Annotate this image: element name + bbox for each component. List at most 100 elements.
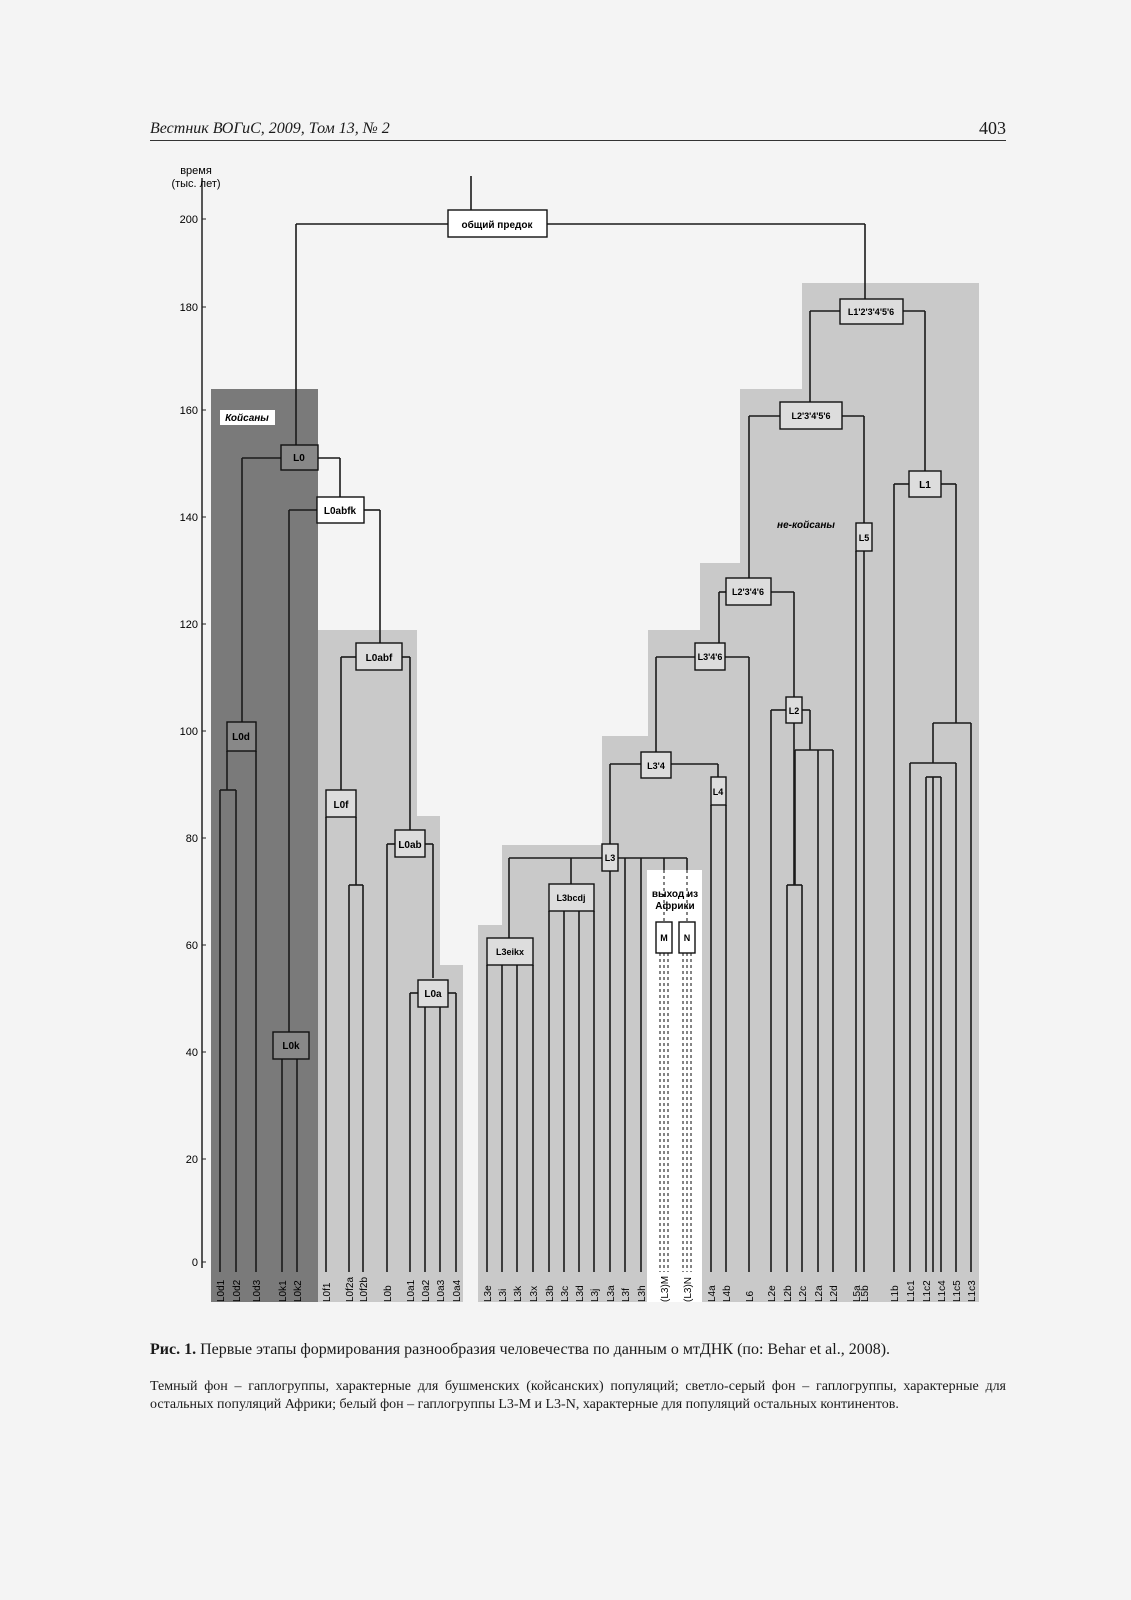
leaf-label: L3a xyxy=(606,1285,617,1302)
node-label: общий предок xyxy=(462,219,534,231)
y-axis-unit: (тыс. лет) xyxy=(171,178,220,190)
leaf-label: L2b xyxy=(783,1285,794,1302)
node-label: L1'2'3'4'5'6 xyxy=(848,307,894,317)
node-L0abf: L0abf xyxy=(355,642,403,671)
leaf-label: L1c3 xyxy=(967,1280,978,1302)
leaf-labels: L0d1 L0d2 L0d3 L0k1 L0k2 L0f1 L0f2a L0f2b L0b L0a… xyxy=(216,1276,978,1302)
journal-title: Вестник ВОГиС, 2009, Том 13, № 2 xyxy=(150,120,390,137)
node-L3-4: L3'4 xyxy=(640,751,672,779)
caption-label: Рис. 1. xyxy=(150,1341,197,1358)
leaf-label: L2d xyxy=(829,1285,840,1302)
running-header: Вестник ВОГиС, 2009, Том 13, № 2 403 xyxy=(150,118,1006,141)
leaf-label: L5b xyxy=(860,1285,871,1302)
leaf-label: L0a4 xyxy=(452,1279,463,1302)
region-labels: Койсаны не-койсаны выход из Африки xyxy=(220,410,835,912)
leaf-label: L3j xyxy=(590,1289,601,1302)
leaf-label: L0b xyxy=(383,1285,394,1302)
mtdna-tree-figure: время (тыс. лет) 20018016014012010080604… xyxy=(171,165,979,1302)
node-label: M xyxy=(660,933,668,943)
leaf-label: L0d3 xyxy=(252,1279,263,1302)
leaf-label: L0d1 xyxy=(216,1279,227,1302)
node-common-ancestor: общий предок xyxy=(447,209,548,238)
node-label: N xyxy=(684,933,691,943)
leaf-label: L3e xyxy=(483,1285,494,1302)
leaf-label: L6 xyxy=(745,1290,756,1302)
node-label: L0ab xyxy=(398,840,421,851)
node-label: L3'4 xyxy=(647,761,665,771)
node-label: L0k xyxy=(282,1041,300,1052)
node-L3-4-6: L3'4'6 xyxy=(694,642,726,671)
node-L0a: L0a xyxy=(417,979,449,1008)
y-tick-label: 80 xyxy=(186,833,198,845)
node-L1: L1 xyxy=(908,470,942,498)
node-M: M xyxy=(655,921,673,954)
leaf-label: L3x xyxy=(529,1286,540,1302)
node-label: L0a xyxy=(424,989,442,1000)
node-L0: L0 xyxy=(280,444,319,471)
leaf-label: L1c5 xyxy=(952,1280,963,1302)
node-L1-6: L1'2'3'4'5'6 xyxy=(839,298,904,325)
node-label: L2'3'4'6 xyxy=(732,587,764,597)
y-tick-label: 120 xyxy=(180,619,198,631)
node-L0f: L0f xyxy=(325,789,357,818)
node-label: L5 xyxy=(859,533,870,543)
node-L0k: L0k xyxy=(272,1031,310,1060)
tree-branches xyxy=(219,176,972,1272)
y-tick-label: 0 xyxy=(192,1257,198,1269)
y-axis-title: время xyxy=(180,165,212,177)
node-label: L2'3'4'5'6 xyxy=(791,411,830,421)
light-grey-right-region xyxy=(478,283,979,1302)
y-axis: время (тыс. лет) 20018016014012010080604… xyxy=(171,165,220,1269)
node-label: L0 xyxy=(293,453,305,464)
y-tick-label: 60 xyxy=(186,940,198,952)
node-L0abfk: L0abfk xyxy=(316,496,365,524)
y-tick-label: 140 xyxy=(180,512,198,524)
node-N: N xyxy=(678,921,696,954)
tree-nodes: общий предок L0 L0abfk L0d L0k L0abf xyxy=(226,209,942,1060)
node-L3: L3 xyxy=(601,843,619,872)
leaf-label: L0a3 xyxy=(436,1279,447,1302)
y-tick-label: 180 xyxy=(180,302,198,314)
leaf-label: L3b xyxy=(545,1285,556,1302)
leaf-label: L1b xyxy=(890,1285,901,1302)
leaf-label: L0f2a xyxy=(345,1277,356,1302)
node-label: L0f xyxy=(334,800,350,811)
y-tick-label: 200 xyxy=(180,214,198,226)
node-L3eikx: L3eikx xyxy=(486,937,534,966)
leaf-label: L2a xyxy=(814,1285,825,1302)
node-label: L2 xyxy=(789,706,800,716)
leaf-label: L3h xyxy=(637,1285,648,1302)
leaf-label: L0k2 xyxy=(293,1280,304,1302)
figure-note: Темный фон – гаплогруппы, характерные дл… xyxy=(150,1379,1006,1412)
node-label: L0abf xyxy=(366,653,393,664)
node-label: L3eikx xyxy=(496,947,524,957)
node-label: L0abfk xyxy=(324,506,357,517)
leaf-label: L3c xyxy=(560,1286,571,1302)
node-L2-6: L2'3'4'5'6 xyxy=(779,401,843,430)
leaf-label: L3d xyxy=(575,1285,586,1302)
node-label: L3bcdj xyxy=(556,893,585,903)
y-tick-label: 100 xyxy=(180,726,198,738)
leaf-label: L3i xyxy=(498,1289,509,1302)
figure-caption: Рис. 1. Первые этапы формирования разноо… xyxy=(150,1340,1006,1360)
leaf-label: L5a xyxy=(852,1285,863,1302)
leaf-label: L4a xyxy=(707,1285,718,1302)
leaf-label: L0d2 xyxy=(232,1279,243,1302)
y-tick-label: 40 xyxy=(186,1047,198,1059)
leaf-label: (L3)N xyxy=(683,1277,694,1302)
caption-text: Первые этапы формирования разнообразия ч… xyxy=(196,1341,891,1358)
page-number: 403 xyxy=(979,118,1006,138)
leaf-label: L0k1 xyxy=(278,1280,289,1302)
leaf-label: L0a2 xyxy=(421,1279,432,1302)
non-khoisan-label: не-койсаны xyxy=(777,520,835,531)
out-of-africa-label-2: Африки xyxy=(655,900,694,912)
leaf-label: L4b xyxy=(722,1285,733,1302)
leaf-label: L2e xyxy=(767,1285,778,1302)
node-label: L3 xyxy=(605,853,616,863)
node-L2: L2 xyxy=(785,696,803,724)
leaf-label: L3f xyxy=(621,1288,632,1302)
node-L4: L4 xyxy=(710,776,727,806)
leaf-label: L2c xyxy=(798,1286,809,1302)
khoisan-region xyxy=(211,389,318,1302)
leaf-label: L0a1 xyxy=(406,1279,417,1302)
